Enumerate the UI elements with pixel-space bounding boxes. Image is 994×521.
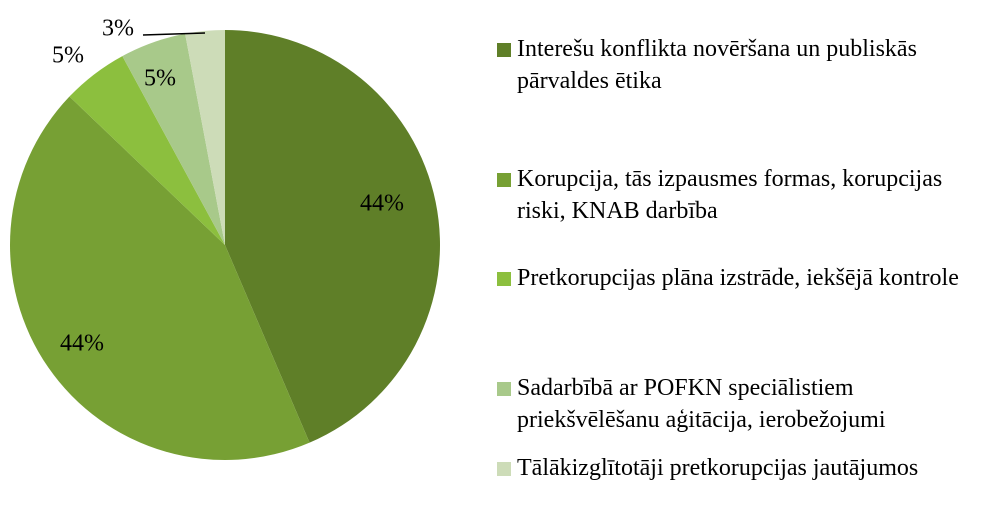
legend-swatch [497,382,511,396]
pie-slice [122,33,225,245]
legend-item: Pretkorupcijas plāna izstrāde, iekšējā k… [497,262,967,294]
data-label: 5% [144,66,176,92]
legend-swatch [497,173,511,187]
pie-slice [185,30,225,245]
pie-slice [9,96,310,460]
legend-label: Interešu konflikta novēršana un publiskā… [517,36,917,94]
data-label: 3% [102,16,134,42]
data-label: 5% [52,43,84,69]
data-label: 44% [360,191,404,217]
legend-label: Sadarbībā ar POFKN speciālistiem priekšv… [517,375,886,433]
data-label: 44% [60,331,104,357]
legend-item: Tālākizglītotāji pretkorupcijas jautājum… [497,452,967,484]
pie-slice [69,56,225,245]
leader-line [142,32,206,36]
legend-item: Sadarbībā ar POFKN speciālistiem priekšv… [497,372,967,436]
legend-label: Tālākizglītotāji pretkorupcijas jautājum… [517,455,919,481]
legend-label: Pretkorupcijas plāna izstrāde, iekšējā k… [517,265,959,291]
pie-slice [225,30,440,443]
legend-swatch [497,272,511,286]
legend-item: Korupcija, tās izpausmes formas, korupci… [497,163,967,227]
legend-label: Korupcija, tās izpausmes formas, korupci… [517,166,943,224]
legend-swatch [497,462,511,476]
legend-item: Interešu konflikta novēršana un publiskā… [497,33,967,97]
legend-swatch [497,43,511,57]
